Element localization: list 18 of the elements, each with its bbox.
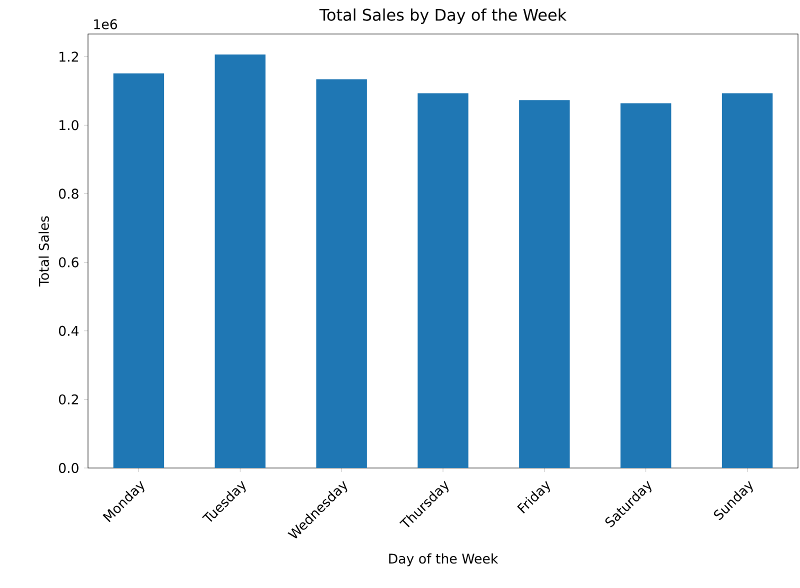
bar: [722, 93, 773, 468]
x-axis-title: Day of the Week: [389, 553, 498, 566]
y-tick-label: 0.0: [58, 462, 78, 474]
y-tick-label: 1.0: [60, 120, 78, 130]
y-tick-label: 1.2: [60, 52, 78, 62]
text: 1e6: [94, 19, 118, 30]
y-axis-title: Total Sales: [38, 216, 49, 286]
bar: [418, 93, 468, 468]
bar: [214, 54, 266, 468]
chart-title: Total Sales by Day of the Week: [319, 8, 567, 24]
y-tick-label: 0.6: [58, 257, 78, 268]
bar: [519, 100, 570, 468]
bar: [316, 79, 367, 468]
y-tick-label: 0.8: [58, 188, 78, 199]
bar: [620, 103, 672, 468]
y-tick-label: 0.2: [58, 394, 78, 404]
y-tick-label: 0.4: [58, 326, 79, 336]
bar: [113, 73, 164, 468]
